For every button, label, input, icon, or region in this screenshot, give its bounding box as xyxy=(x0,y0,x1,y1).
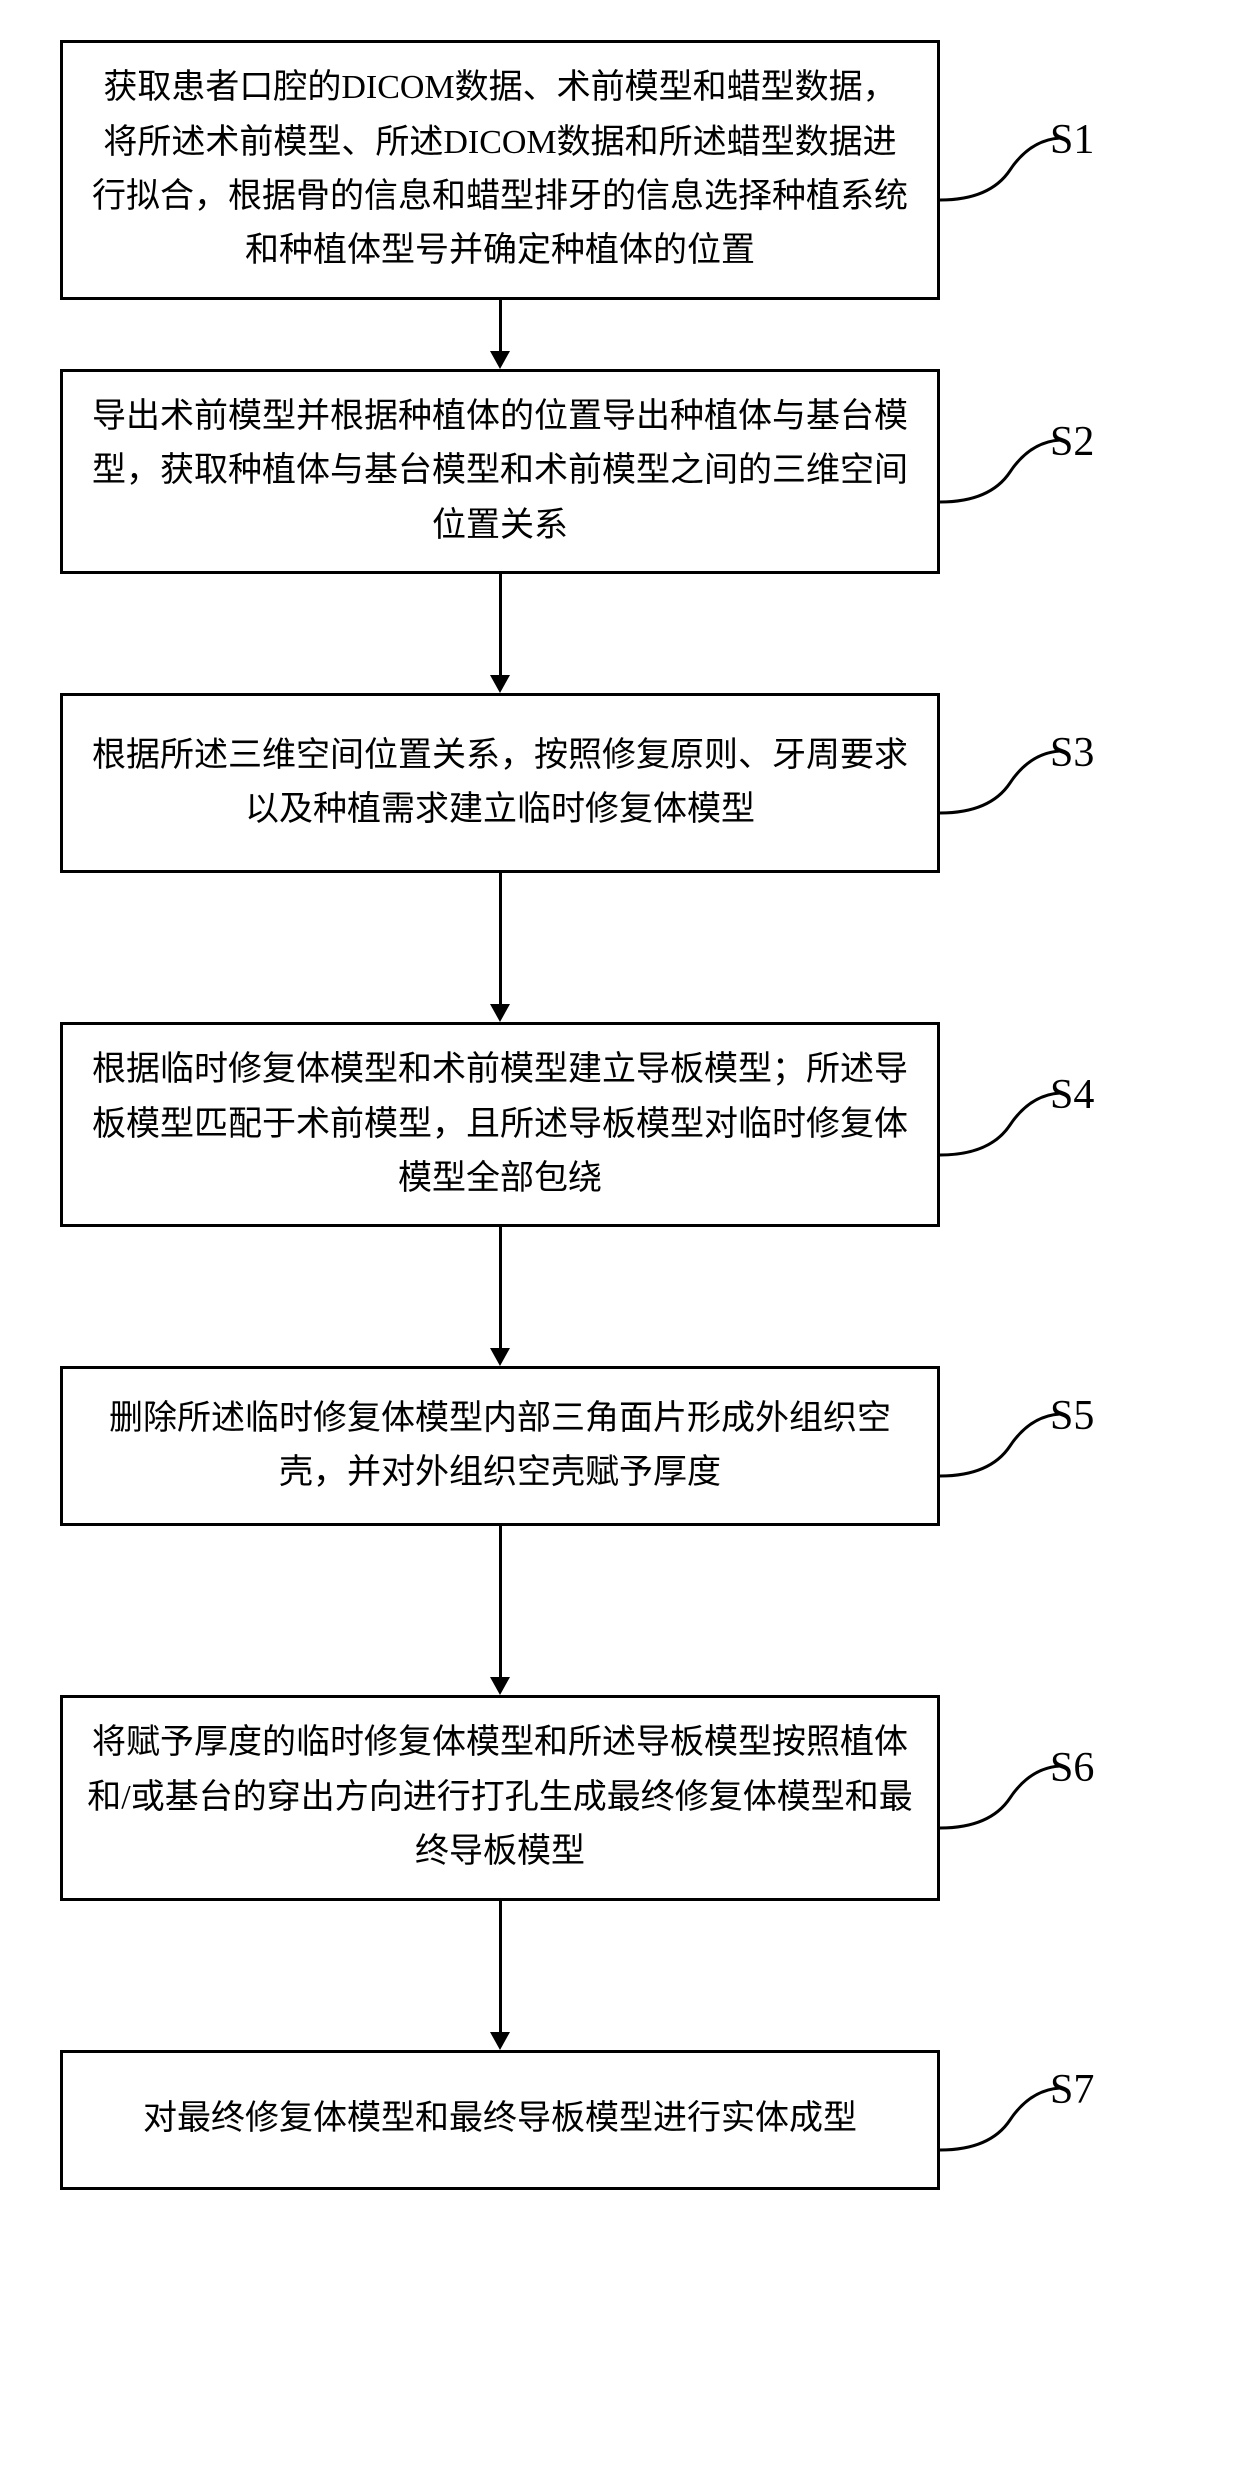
step-label: S2 xyxy=(1050,418,1094,466)
flow-row: 根据临时修复体模型和术前模型建立导板模型；所述导板模型匹配于术前模型，且所述导板… xyxy=(60,1022,1180,1227)
arrow-shaft xyxy=(499,1526,502,1678)
label-connector: S4 xyxy=(940,1085,1094,1165)
arrow-down-icon xyxy=(60,574,940,693)
flow-row: 删除所述临时修复体模型内部三角面片形成外组织空壳，并对外组织空壳赋予厚度 S5 xyxy=(60,1366,1180,1526)
curve-icon xyxy=(940,1406,1060,1486)
step-box-s5: 删除所述临时修复体模型内部三角面片形成外组织空壳，并对外组织空壳赋予厚度 xyxy=(60,1366,940,1526)
label-connector: S1 xyxy=(940,130,1094,210)
label-connector: S3 xyxy=(940,743,1094,823)
step-text: 对最终修复体模型和最终导板模型进行实体成型 xyxy=(87,2092,913,2146)
flow-row: 对最终修复体模型和最终导板模型进行实体成型 S7 xyxy=(60,2050,1180,2190)
step-label: S7 xyxy=(1050,2066,1094,2114)
arrow-down-icon xyxy=(60,873,940,1022)
curve-icon xyxy=(940,743,1060,823)
step-text: 根据临时修复体模型和术前模型建立导板模型；所述导板模型匹配于术前模型，且所述导板… xyxy=(87,1043,913,1206)
step-label: S5 xyxy=(1050,1392,1094,1440)
arrow-head xyxy=(490,351,510,369)
step-label: S4 xyxy=(1050,1071,1094,1119)
arrow-head xyxy=(490,2032,510,2050)
step-label: S6 xyxy=(1050,1744,1094,1792)
arrow-down-icon xyxy=(60,300,940,369)
step-text: 获取患者口腔的DICOM数据、术前模型和蜡型数据，将所述术前模型、所述DICOM… xyxy=(87,61,913,279)
flowchart-container: 获取患者口腔的DICOM数据、术前模型和蜡型数据，将所述术前模型、所述DICOM… xyxy=(60,40,1180,2190)
arrow-shaft xyxy=(499,1227,502,1349)
arrow-down-icon xyxy=(60,1227,940,1366)
arrow-head xyxy=(490,1677,510,1695)
label-connector: S5 xyxy=(940,1406,1094,1486)
curve-icon xyxy=(940,432,1060,512)
curve-icon xyxy=(940,2080,1060,2160)
step-text: 删除所述临时修复体模型内部三角面片形成外组织空壳，并对外组织空壳赋予厚度 xyxy=(87,1392,913,1501)
label-connector: S7 xyxy=(940,2080,1094,2160)
step-text: 将赋予厚度的临时修复体模型和所述导板模型按照植体和/或基台的穿出方向进行打孔生成… xyxy=(87,1716,913,1879)
step-text: 导出术前模型并根据种植体的位置导出种植体与基台模型，获取种植体与基台模型和术前模… xyxy=(87,390,913,553)
label-connector: S6 xyxy=(940,1758,1094,1838)
arrow-head xyxy=(490,1348,510,1366)
step-box-s1: 获取患者口腔的DICOM数据、术前模型和蜡型数据，将所述术前模型、所述DICOM… xyxy=(60,40,940,300)
flow-row: 获取患者口腔的DICOM数据、术前模型和蜡型数据，将所述术前模型、所述DICOM… xyxy=(60,40,1180,300)
label-connector: S2 xyxy=(940,432,1094,512)
step-text: 根据所述三维空间位置关系，按照修复原则、牙周要求以及种植需求建立临时修复体模型 xyxy=(87,729,913,838)
curve-icon xyxy=(940,1758,1060,1838)
step-box-s7: 对最终修复体模型和最终导板模型进行实体成型 xyxy=(60,2050,940,2190)
flow-row: 导出术前模型并根据种植体的位置导出种植体与基台模型，获取种植体与基台模型和术前模… xyxy=(60,369,1180,574)
arrow-head xyxy=(490,675,510,693)
step-box-s4: 根据临时修复体模型和术前模型建立导板模型；所述导板模型匹配于术前模型，且所述导板… xyxy=(60,1022,940,1227)
arrow-shaft xyxy=(499,300,502,352)
flow-row: 将赋予厚度的临时修复体模型和所述导板模型按照植体和/或基台的穿出方向进行打孔生成… xyxy=(60,1695,1180,1900)
arrow-down-icon xyxy=(60,1526,940,1695)
step-label: S3 xyxy=(1050,729,1094,777)
step-box-s6: 将赋予厚度的临时修复体模型和所述导板模型按照植体和/或基台的穿出方向进行打孔生成… xyxy=(60,1695,940,1900)
curve-icon xyxy=(940,1085,1060,1165)
arrow-down-icon xyxy=(60,1901,940,2050)
arrow-shaft xyxy=(499,873,502,1005)
arrow-shaft xyxy=(499,1901,502,2033)
arrow-head xyxy=(490,1004,510,1022)
step-box-s2: 导出术前模型并根据种植体的位置导出种植体与基台模型，获取种植体与基台模型和术前模… xyxy=(60,369,940,574)
curve-icon xyxy=(940,130,1060,210)
flow-row: 根据所述三维空间位置关系，按照修复原则、牙周要求以及种植需求建立临时修复体模型 S… xyxy=(60,693,1180,873)
step-label: S1 xyxy=(1050,116,1094,164)
step-box-s3: 根据所述三维空间位置关系，按照修复原则、牙周要求以及种植需求建立临时修复体模型 xyxy=(60,693,940,873)
arrow-shaft xyxy=(499,574,502,676)
